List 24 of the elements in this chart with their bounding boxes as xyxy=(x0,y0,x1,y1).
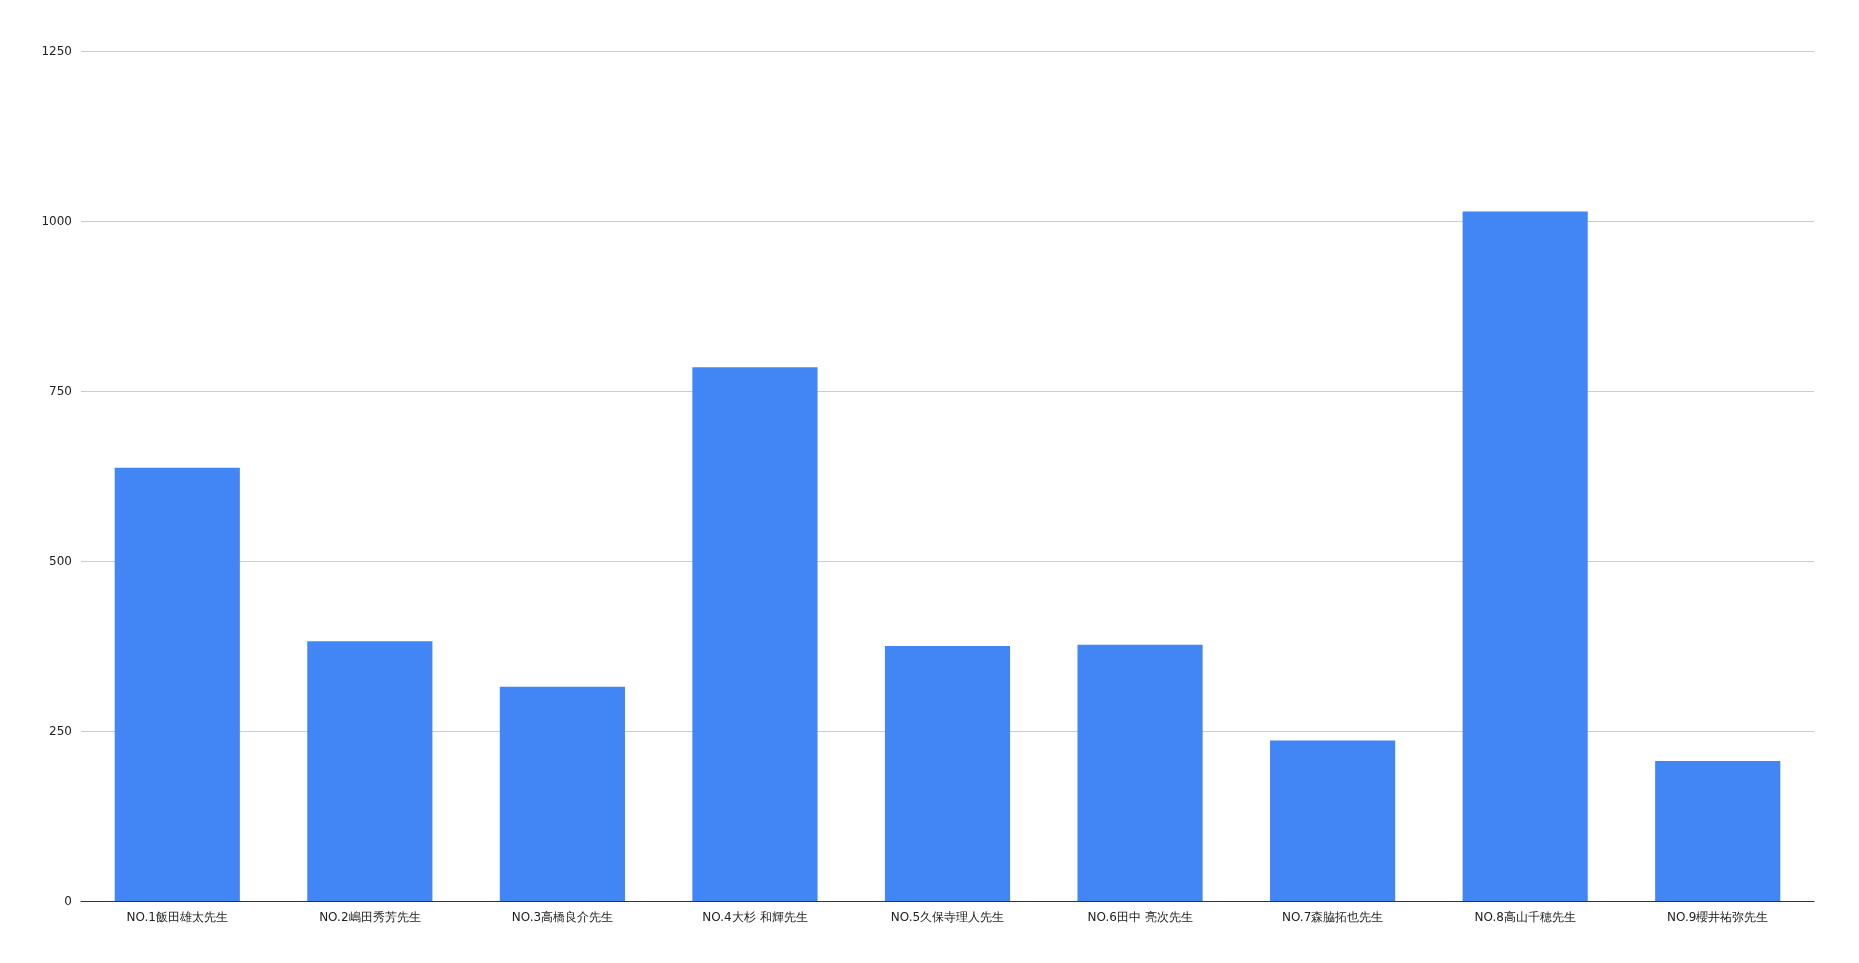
y-tick-label: 0 xyxy=(64,894,72,908)
x-tick-label: NO.9櫻井祐弥先生 xyxy=(1667,910,1769,924)
x-tick-label: NO.3高橋良介先生 xyxy=(511,910,614,924)
bar xyxy=(499,686,625,901)
bar xyxy=(114,467,240,901)
y-tick-label: 750 xyxy=(49,384,72,398)
x-tick-label: NO.2嶋田秀芳先生 xyxy=(319,910,421,924)
y-tick-label: 1000 xyxy=(41,214,72,228)
bar xyxy=(692,367,818,901)
bar xyxy=(1270,740,1396,901)
bar xyxy=(884,646,1011,901)
bar xyxy=(1462,211,1588,901)
x-tick-label: NO.5久保寺理人先生 xyxy=(890,910,1005,924)
y-tick-label: 1250 xyxy=(41,44,72,58)
y-tick-label: 500 xyxy=(49,554,72,568)
x-tick-label: NO.8高山千穂先生 xyxy=(1474,910,1576,924)
x-tick-label: NO.4大杉 和輝先生 xyxy=(702,910,808,924)
x-tick-label: NO.6田中 亮次先生 xyxy=(1087,910,1193,924)
bar xyxy=(307,641,433,901)
x-tick-label: NO.7森脇拓也先生 xyxy=(1281,910,1384,924)
x-tick-label: NO.1飯田雄太先生 xyxy=(126,910,228,924)
bar xyxy=(1077,644,1203,901)
bar xyxy=(1655,760,1781,901)
y-tick-label: 250 xyxy=(49,724,72,738)
